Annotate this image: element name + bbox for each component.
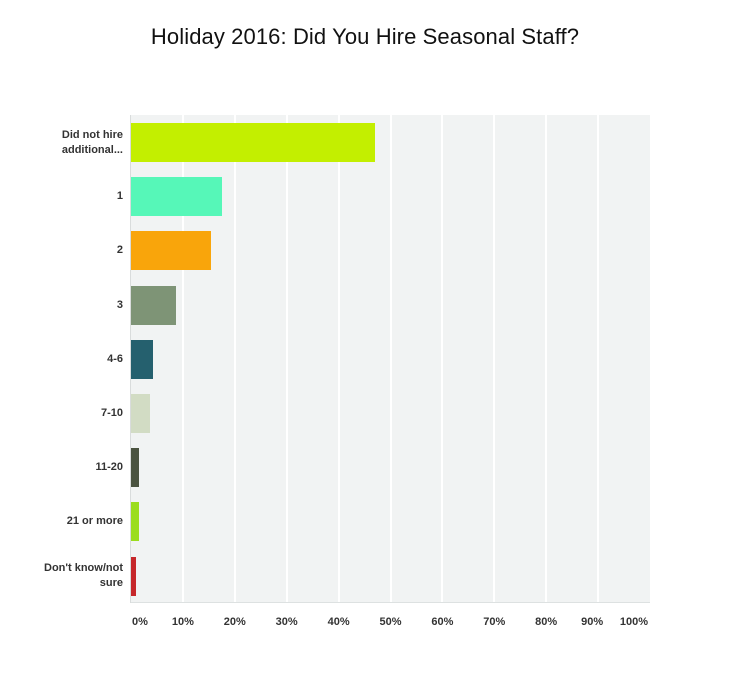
- category-label: 2: [13, 243, 123, 258]
- bar: [131, 339, 153, 379]
- category-label-line: additional...: [61, 143, 123, 156]
- category-label: 3: [13, 298, 123, 313]
- x-tick-label: 0%: [132, 616, 148, 628]
- category-label-line: Did not hire: [61, 128, 123, 141]
- x-tick-label: 80%: [535, 616, 558, 628]
- bar: [131, 177, 222, 217]
- chart-title: Holiday 2016: Did You Hire Seasonal Staf…: [150, 24, 580, 49]
- bar: [131, 285, 177, 325]
- category-label: 4-6: [13, 352, 123, 367]
- gridline: [233, 115, 236, 602]
- x-tick-label: 90%: [581, 616, 604, 628]
- category-label-line: 21 or more: [66, 515, 123, 528]
- gridline: [545, 115, 548, 602]
- gridline: [285, 115, 288, 602]
- x-tick-label: 40%: [327, 616, 350, 628]
- x-tick-label: 100%: [619, 616, 649, 628]
- bar: [131, 448, 139, 488]
- category-label: Did not hire additional...: [13, 128, 123, 158]
- category-label-line: 3: [116, 298, 123, 311]
- category-label-line: 4-6: [107, 352, 123, 365]
- category-label-line: 11-20: [95, 461, 123, 474]
- x-tick-label: 30%: [275, 616, 298, 628]
- gridline: [597, 115, 600, 602]
- bar: [131, 123, 375, 162]
- x-tick-label: 50%: [379, 616, 402, 628]
- gridline: [389, 115, 392, 602]
- category-label: 1: [13, 189, 123, 204]
- x-tick-label: 20%: [223, 616, 246, 628]
- plot-area: [130, 115, 650, 603]
- category-label-line: Don't know/not: [44, 562, 123, 575]
- bar: [131, 231, 211, 271]
- gridline: [337, 115, 340, 602]
- gridline: [181, 115, 184, 602]
- gridline: [493, 115, 496, 602]
- category-label-line: 7-10: [100, 407, 123, 419]
- category-label: 21 or more: [13, 514, 123, 529]
- category-label-line: sure: [99, 577, 123, 590]
- x-tick-label: 60%: [431, 616, 454, 628]
- bar: [131, 556, 136, 596]
- y-axis-line: [130, 115, 131, 603]
- category-label-line: 1: [116, 190, 123, 203]
- category-label-line: 2: [116, 244, 123, 257]
- x-tick-label: 70%: [483, 616, 506, 628]
- bar: [131, 394, 151, 433]
- x-tick-label: 10%: [171, 616, 194, 628]
- category-label: 11-20: [13, 460, 123, 475]
- gridline: [441, 115, 444, 602]
- bar: [131, 502, 139, 542]
- category-label: 7-10: [13, 406, 123, 421]
- category-label: Don't know/not sure: [13, 561, 123, 591]
